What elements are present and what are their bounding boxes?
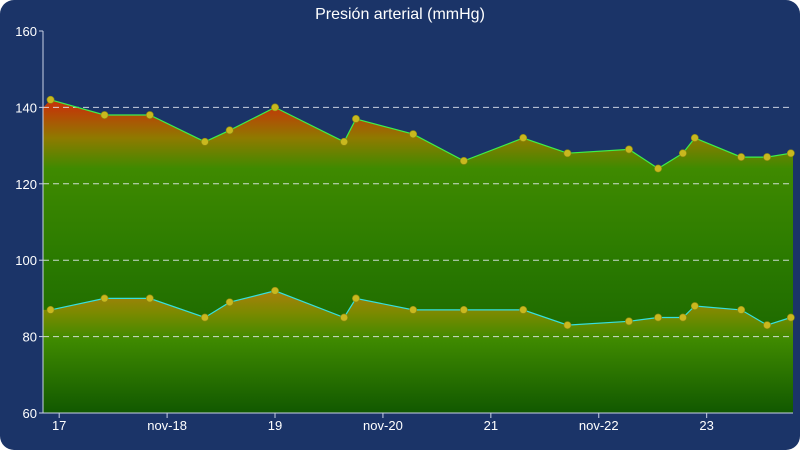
diastolic-point xyxy=(352,294,360,303)
systolic-point xyxy=(145,111,154,119)
systolic-point xyxy=(409,130,418,139)
systolic-point xyxy=(200,137,209,146)
systolic-point xyxy=(340,137,348,146)
x-tick-label: 23 xyxy=(699,418,713,433)
systolic-point xyxy=(763,153,772,161)
diastolic-point xyxy=(200,313,209,322)
diastolic-point xyxy=(225,298,234,307)
x-tick-label: nov-18 xyxy=(147,418,187,433)
diastolic-point xyxy=(625,317,633,326)
y-tick-label: 120 xyxy=(15,177,37,192)
diastolic-point xyxy=(737,305,746,314)
diastolic-point xyxy=(340,313,348,322)
diastolic-point xyxy=(519,305,528,314)
x-tick-label: 21 xyxy=(484,418,498,433)
systolic-point xyxy=(654,164,663,173)
y-tick-label: 80 xyxy=(23,330,37,345)
systolic-point xyxy=(100,111,109,119)
diastolic-point xyxy=(271,286,279,295)
diastolic-point xyxy=(690,302,699,310)
diastolic-point xyxy=(763,321,772,330)
chart-title: Presión arterial (mmHg) xyxy=(315,6,485,23)
diastolic-point xyxy=(409,305,418,314)
x-tick-label: nov-22 xyxy=(579,418,619,433)
systolic-point xyxy=(737,153,746,161)
x-tick-label: 17 xyxy=(52,418,66,433)
diastolic-point xyxy=(145,294,154,303)
systolic-point xyxy=(459,156,468,165)
diastolic-point xyxy=(563,321,572,330)
systolic-point xyxy=(563,149,572,158)
systolic-point xyxy=(225,126,234,135)
systolic-point xyxy=(46,95,55,104)
systolic-point xyxy=(271,103,279,112)
systolic-point xyxy=(625,145,633,154)
y-tick-label: 100 xyxy=(15,253,37,268)
diastolic-point xyxy=(654,313,663,322)
diastolic-point xyxy=(100,294,109,303)
y-tick-label: 140 xyxy=(15,100,37,115)
systolic-point xyxy=(679,149,687,158)
diastolic-point xyxy=(459,305,468,314)
diastolic-point xyxy=(786,313,795,322)
x-tick-label: 19 xyxy=(268,418,282,433)
systolic-point xyxy=(690,134,699,142)
systolic-point xyxy=(786,149,795,158)
diastolic-area xyxy=(43,290,793,413)
x-tick-label: nov-20 xyxy=(363,418,403,433)
systolic-point xyxy=(519,134,528,142)
diastolic-point xyxy=(679,313,687,322)
systolic-point xyxy=(352,114,360,123)
y-tick-label: 160 xyxy=(15,24,37,39)
diastolic-point xyxy=(46,305,55,314)
y-tick-label: 60 xyxy=(23,406,37,421)
